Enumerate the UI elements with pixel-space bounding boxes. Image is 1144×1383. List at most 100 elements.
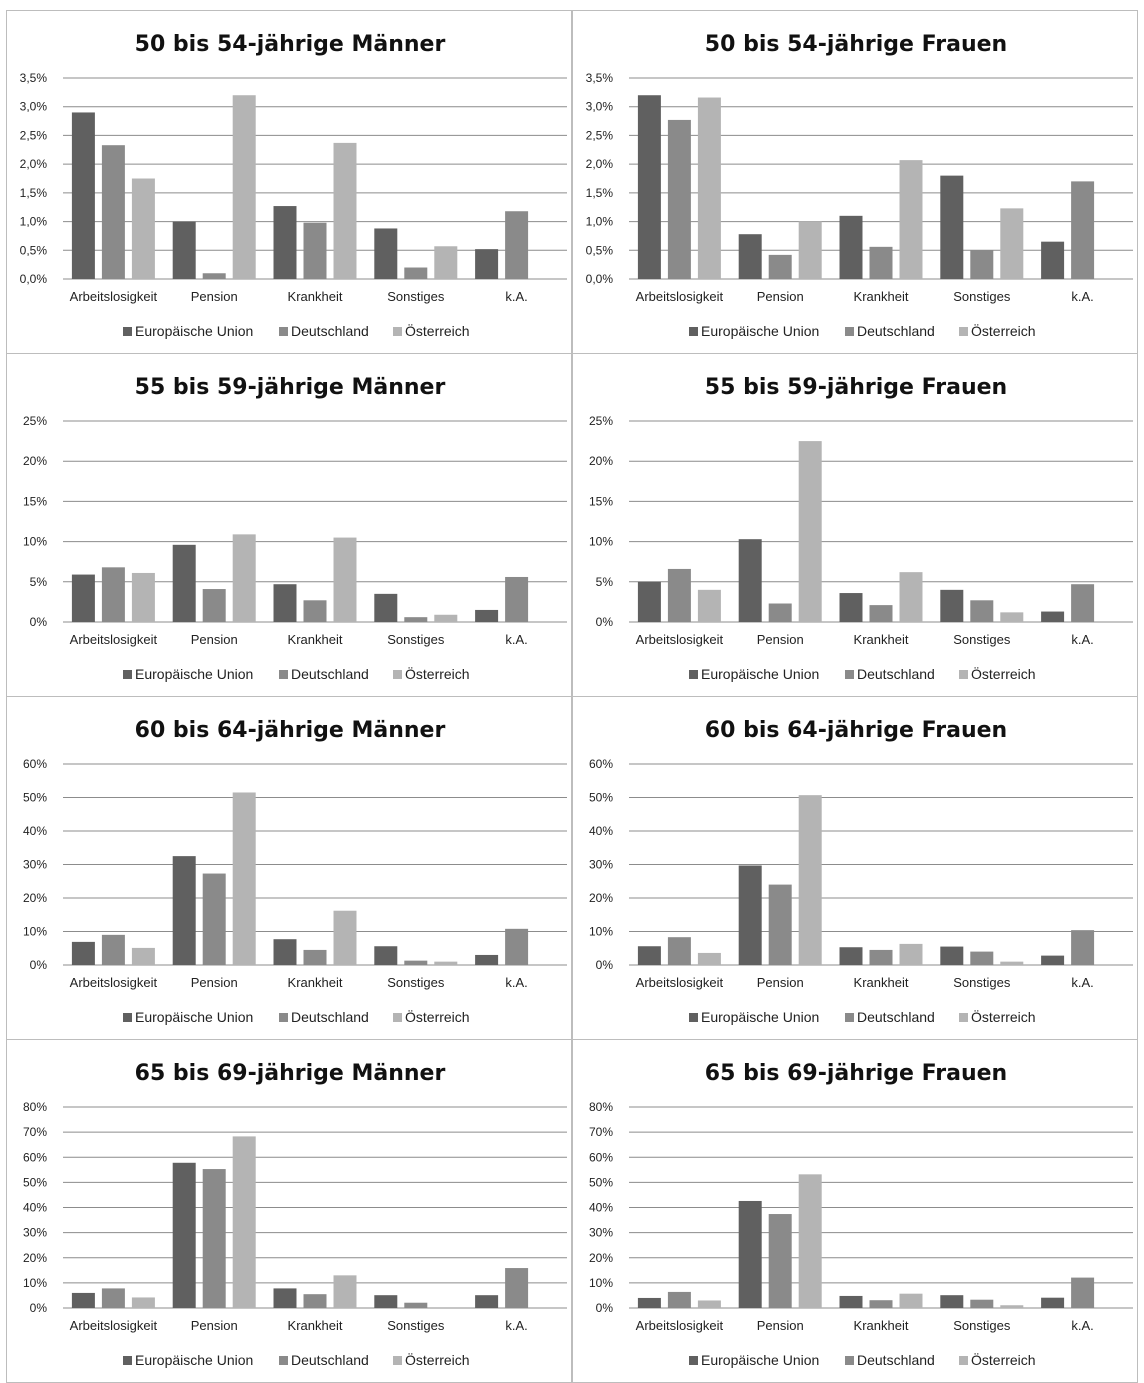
x-tick-label: Pension <box>191 1318 238 1333</box>
bar <box>172 1162 196 1308</box>
x-tick-label: Krankheit <box>854 632 909 647</box>
bar-chart: 50 bis 54-jährige Männer 0,0% 0,5% 1,0% 1,5%… <box>20 32 567 339</box>
y-tick-label: 60% <box>23 757 47 771</box>
bar <box>697 1300 721 1308</box>
bar <box>940 1295 964 1308</box>
bar <box>202 1169 226 1308</box>
chart-panel: 60 bis 64-jährige Männer 0% 10% 20% 30% 40% 50… <box>6 696 572 1040</box>
y-tick-label: 50% <box>589 791 613 805</box>
legend-swatch <box>279 327 288 336</box>
bar <box>404 1302 428 1308</box>
x-tick-label: Pension <box>191 975 238 990</box>
legend-swatch <box>393 327 402 336</box>
y-tick-label: 40% <box>23 1201 47 1215</box>
y-tick-label: 0,5% <box>20 243 48 257</box>
y-tick-label: 10% <box>589 925 613 939</box>
bar <box>768 603 792 622</box>
bar <box>637 946 661 965</box>
bar <box>434 246 458 279</box>
bar <box>1041 1297 1065 1308</box>
bar <box>202 273 226 279</box>
x-tick-label: Arbeitslosigkeit <box>70 975 158 990</box>
x-tick-label: k.A. <box>505 632 527 647</box>
bar <box>1000 961 1024 965</box>
x-tick-label: k.A. <box>1071 289 1093 304</box>
bar <box>869 1300 893 1308</box>
y-tick-label: 10% <box>589 535 613 549</box>
bar <box>232 534 256 622</box>
bar <box>738 865 762 965</box>
legend-label: Österreich <box>971 1008 1036 1025</box>
legend-swatch <box>959 1356 968 1365</box>
legend-swatch <box>959 327 968 336</box>
chart-panel: 50 bis 54-jährige Männer 0,0% 0,5% 1,0% 1,5%… <box>6 10 572 354</box>
x-tick-label: Pension <box>757 1318 804 1333</box>
y-tick-label: 20% <box>589 454 613 468</box>
legend-label: Deutschland <box>857 323 935 339</box>
bar <box>768 884 792 965</box>
bar <box>1041 611 1065 622</box>
bar <box>697 589 721 622</box>
legend-label: Österreich <box>971 322 1036 339</box>
x-tick-label: Pension <box>191 632 238 647</box>
x-tick-label: k.A. <box>505 1318 527 1333</box>
y-tick-label: 2,5% <box>20 128 48 142</box>
x-tick-label: Arbeitslosigkeit <box>636 975 724 990</box>
legend-swatch <box>279 670 288 679</box>
bar <box>869 605 893 622</box>
bar <box>970 250 994 279</box>
bar <box>71 112 95 279</box>
x-tick-label: Krankheit <box>854 1318 909 1333</box>
legend-swatch <box>689 1356 698 1365</box>
legend-label: Deutschland <box>291 666 369 682</box>
bar <box>475 1295 499 1308</box>
y-tick-label: 80% <box>589 1100 613 1114</box>
chart-panel: 60 bis 64-jährige Frauen 0% 10% 20% 30% 40% 50… <box>572 696 1138 1040</box>
y-tick-label: 70% <box>23 1125 47 1139</box>
bar <box>273 1288 297 1308</box>
legend-swatch <box>123 1013 132 1022</box>
bar <box>505 1268 529 1308</box>
bar <box>374 1295 398 1308</box>
bar <box>434 614 458 622</box>
chart-title: 55 bis 59-jährige Frauen <box>705 375 1007 400</box>
legend-label: Österreich <box>971 1351 1036 1368</box>
bar-chart: 50 bis 54-jährige Frauen 0,0% 0,5% 1,0% 1,5%… <box>586 32 1133 339</box>
x-tick-label: Arbeitslosigkeit <box>70 289 158 304</box>
bar <box>970 1299 994 1308</box>
bar <box>475 609 499 622</box>
legend-swatch <box>689 1013 698 1022</box>
legend-swatch <box>959 670 968 679</box>
chart-title: 55 bis 59-jährige Männer <box>135 375 446 400</box>
y-tick-label: 30% <box>589 1226 613 1240</box>
bar <box>839 593 863 622</box>
bar <box>101 1288 125 1308</box>
y-tick-label: 20% <box>23 454 47 468</box>
bar <box>273 584 297 622</box>
y-tick-label: 15% <box>589 494 613 508</box>
legend-label: Europäische Union <box>701 666 819 682</box>
legend-label: Österreich <box>405 1008 470 1025</box>
x-tick-label: Krankheit <box>288 632 343 647</box>
bar <box>101 145 125 279</box>
x-tick-label: Arbeitslosigkeit <box>70 632 158 647</box>
legend: Europäische Union Deutschland Österreich <box>689 665 1036 682</box>
legend-label: Europäische Union <box>701 1009 819 1025</box>
bar <box>101 934 125 965</box>
bar <box>475 954 499 965</box>
bar <box>1000 208 1024 279</box>
x-tick-label: Krankheit <box>854 975 909 990</box>
chart-panel: 55 bis 59-jährige Männer 0% 5% 10% 15% 20% 25%… <box>6 353 572 697</box>
x-tick-label: k.A. <box>1071 1318 1093 1333</box>
legend-label: Europäische Union <box>135 323 253 339</box>
x-tick-label: Krankheit <box>288 975 343 990</box>
y-tick-label: 20% <box>589 891 613 905</box>
bar <box>839 1295 863 1308</box>
y-tick-label: 50% <box>23 791 47 805</box>
y-tick-label: 50% <box>589 1175 613 1189</box>
bar <box>1071 181 1095 279</box>
bar <box>232 95 256 279</box>
legend-label: Deutschland <box>291 323 369 339</box>
y-tick-label: 5% <box>30 575 48 589</box>
legend: Europäische Union Deutschland Österreich <box>689 322 1036 339</box>
